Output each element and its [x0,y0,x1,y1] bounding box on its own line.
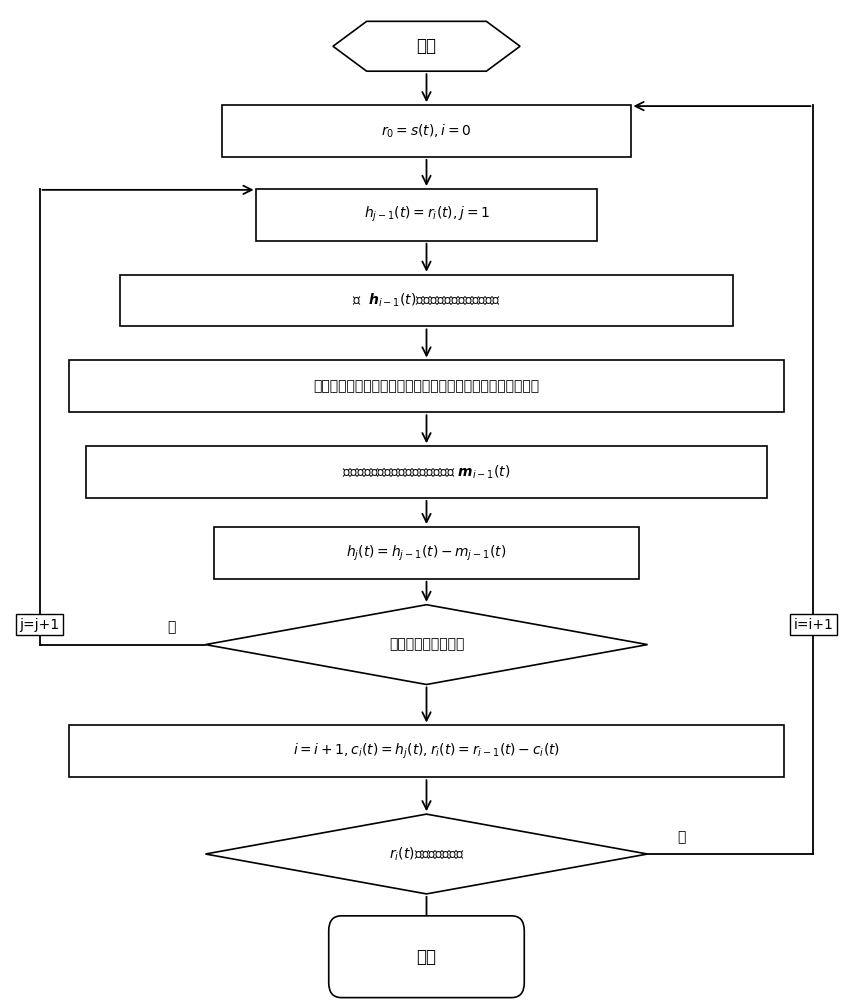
Text: 开始: 开始 [416,37,436,55]
Bar [86,446,766,498]
Text: $r_0=s(t),i=0$: $r_0=s(t),i=0$ [381,122,471,140]
FancyBboxPatch shape [328,916,524,998]
Text: 对极大值和极小值点分别进行三次样条插值，得到上下包络线: 对极大值和极小值点分别进行三次样条插值，得到上下包络线 [313,379,539,393]
Bar [256,189,596,241]
Bar [69,360,783,412]
Text: 求  $\boldsymbol{h}_{i-1}(t)$中的所有极大值和极小值点: 求 $\boldsymbol{h}_{i-1}(t)$中的所有极大值和极小值点 [352,292,500,309]
Text: j=j+1: j=j+1 [20,618,60,632]
Polygon shape [205,814,647,894]
Text: 插值后得到上下包络线，计算器均值 $\boldsymbol{m}_{i-1}(t)$: 插值后得到上下包络线，计算器均值 $\boldsymbol{m}_{i-1}(t… [342,463,510,481]
Bar [120,275,732,326]
Text: $r_i(t)$满足终止条件？: $r_i(t)$满足终止条件？ [388,845,464,863]
Text: $i=i+1,c_i(t)=h_j(t),r_i(t)=r_{i-1}(t)-c_i(t)$: $i=i+1,c_i(t)=h_j(t),r_i(t)=r_{i-1}(t)-c… [292,742,560,761]
Text: 否: 否 [676,830,685,844]
Text: $h_{j-1}(t)=r_i(t),j=1$: $h_{j-1}(t)=r_i(t),j=1$ [363,205,489,224]
Bar [69,725,783,777]
Text: i=i+1: i=i+1 [792,618,832,632]
Text: $h_j(t)=h_{j-1}(t)-m_{j-1}(t)$: $h_j(t)=h_{j-1}(t)-m_{j-1}(t)$ [346,543,506,563]
Polygon shape [332,21,520,71]
Bar [214,527,638,579]
Text: 误差值满足停止条件: 误差值满足停止条件 [389,638,463,652]
Text: 否: 否 [167,621,176,635]
Polygon shape [205,605,647,684]
Text: 结束: 结束 [416,948,436,966]
Bar [222,105,630,157]
